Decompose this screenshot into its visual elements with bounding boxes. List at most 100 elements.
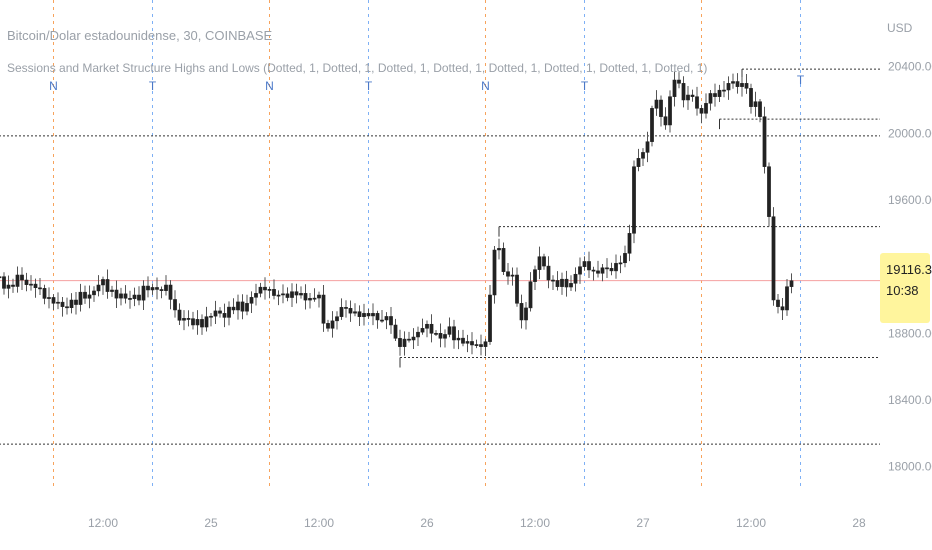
candle-body — [339, 307, 344, 317]
candle-body — [69, 299, 74, 308]
price-tick-label: 20000.00 — [888, 126, 932, 140]
candle-body — [231, 306, 236, 311]
candle-body — [33, 283, 38, 289]
candle-body — [596, 270, 600, 274]
candle-body — [177, 309, 182, 321]
candle-body — [506, 271, 510, 277]
candle-body — [245, 303, 249, 312]
candle-body — [749, 88, 753, 107]
candle-body — [789, 280, 794, 287]
candle-body — [771, 216, 776, 301]
candle-body — [578, 266, 582, 275]
candle-body — [645, 141, 650, 153]
candle-body — [42, 288, 47, 299]
candle-body — [681, 83, 686, 101]
time-tick-label: 12:00 — [736, 516, 766, 530]
candle-body — [285, 293, 290, 298]
candle-body — [533, 269, 537, 282]
candle-body — [411, 336, 416, 341]
candle-body — [303, 293, 308, 301]
candle-body — [704, 103, 708, 114]
candle-body — [546, 265, 551, 281]
candle-body — [38, 287, 42, 290]
candle-body — [159, 289, 164, 291]
candle-body — [672, 79, 677, 97]
candle-body — [155, 287, 159, 290]
candle-body — [141, 285, 146, 301]
candle-body — [254, 293, 258, 298]
time-tick-label: 26 — [420, 516, 434, 530]
candle-body — [195, 319, 200, 326]
candle-body — [767, 166, 771, 217]
candle-body — [641, 152, 645, 159]
candle-body — [29, 283, 33, 286]
indicator-legend[interactable]: Sessions and Market Structure Highs and … — [7, 61, 708, 75]
candle-body — [402, 338, 407, 347]
candle-body — [564, 278, 569, 288]
candle-body — [60, 301, 65, 307]
candle-body — [609, 268, 614, 272]
candle-body — [542, 256, 546, 267]
candle-body — [267, 289, 272, 291]
candle-body — [443, 334, 447, 339]
candle-body — [249, 297, 254, 304]
candle-body — [515, 274, 519, 304]
candle-body — [627, 233, 632, 254]
candle-body — [398, 338, 402, 347]
candle-body — [20, 274, 24, 281]
candle-body — [677, 79, 681, 84]
candle-body — [101, 279, 105, 286]
candle-body — [87, 294, 92, 299]
candle-body — [407, 338, 411, 341]
candle-body — [2, 276, 6, 289]
time-tick-label: 12:00 — [88, 516, 118, 530]
candle-body — [168, 284, 173, 300]
candle-body — [56, 301, 60, 304]
candle-body — [776, 299, 780, 307]
candle-body — [474, 344, 479, 346]
candle-body — [762, 116, 767, 167]
candle-body — [321, 294, 326, 324]
candle-body — [317, 294, 321, 299]
price-tick-label: 20400.00 — [888, 60, 932, 74]
candle-body — [452, 326, 456, 341]
candle-body — [362, 313, 366, 317]
candle-body — [281, 293, 285, 296]
candle-body — [96, 284, 101, 292]
session-marker-label: N — [265, 79, 274, 93]
candle-body — [236, 301, 240, 311]
candle-body — [582, 261, 587, 267]
candles — [0, 71, 794, 356]
candle-body — [78, 291, 83, 305]
candle-body — [119, 293, 123, 299]
candle-body — [83, 291, 87, 299]
chart-title: Bitcoin/Dolar estadounidense, 30, COINBA… — [7, 28, 273, 43]
candle-body — [294, 291, 299, 296]
bar-countdown-label: 10:38 — [886, 283, 919, 298]
candle-body — [213, 310, 218, 317]
candle-body — [164, 284, 168, 291]
candle-body — [528, 281, 533, 309]
candle-body — [110, 289, 114, 292]
candle-body — [132, 294, 137, 300]
candle-body — [330, 320, 335, 329]
candle-body — [744, 83, 749, 89]
candle-body — [92, 290, 96, 296]
candle-body — [146, 285, 150, 291]
candle-body — [276, 294, 281, 297]
candle-body — [182, 318, 186, 321]
candle-body — [429, 323, 434, 334]
candle-body — [686, 94, 690, 101]
candle-body — [488, 294, 492, 342]
candle-body — [200, 319, 204, 328]
candle-body — [501, 248, 506, 272]
candle-body — [357, 311, 362, 317]
candle-body — [114, 289, 119, 299]
candle-body — [632, 166, 636, 234]
candle-body — [483, 341, 488, 347]
candle-body — [479, 344, 483, 347]
candle-body — [384, 316, 389, 321]
candle-body — [65, 306, 69, 309]
